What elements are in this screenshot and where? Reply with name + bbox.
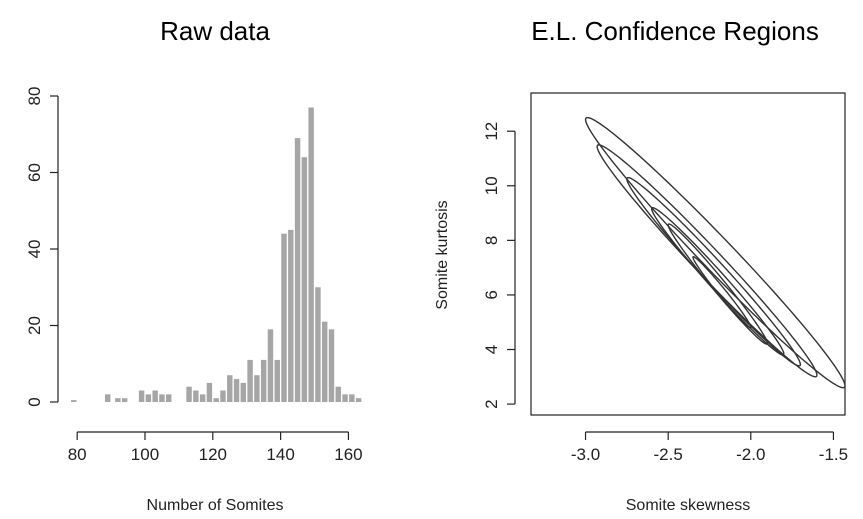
tick-label: 2 [482,399,501,408]
contour-group [584,116,846,389]
tick-label: 4 [482,345,501,354]
bar [193,390,199,402]
bar [115,398,121,402]
bar [342,394,348,402]
bar [186,386,192,402]
tick-label: 100 [131,445,159,464]
bar [240,382,247,402]
bar [315,287,321,402]
confidence-region [596,144,818,378]
bar [247,359,253,402]
confidence-region [650,206,785,356]
x-axis: 80 100 120 140 160 [68,431,363,464]
bar [199,394,206,402]
plot-frame [530,92,846,416]
bar [308,107,314,402]
bar-group [71,107,362,402]
confidence-region [692,256,752,329]
bar [328,329,335,402]
tick-label: 60 [25,163,44,182]
bar [321,321,328,402]
bar [274,359,280,402]
bar [104,394,111,402]
y-axis-label: Somite kurtosis [434,200,451,309]
bar [260,359,267,402]
bar [301,157,308,402]
tick-label: 0 [25,397,44,406]
bar [281,233,287,402]
bar [166,394,172,402]
tick-label: -1.5 [819,445,848,464]
tick-label: -3.0 [571,445,600,464]
bar [220,390,226,402]
confidence-region [626,176,802,367]
tick-label: -2.0 [736,445,765,464]
x-axis-label: Number of Somites [147,497,284,514]
histogram-panel: Raw data 80 100 120 140 160 0 20 40 60 80 Number… [25,16,363,514]
tick-label: 10 [482,176,501,195]
bar [267,329,274,402]
bar [349,394,355,402]
confidence-panel: E.L. Confidence Regions -3.0 -2.5 -2.0 -1.5… [434,16,848,514]
tick-label: 140 [266,445,294,464]
bar [138,390,145,402]
y-axis: 2 4 6 8 10 12 [482,122,516,409]
bar [71,400,77,402]
tick-label: 80 [25,87,44,106]
y-axis: 0 20 40 60 80 [25,87,59,407]
bar [152,390,158,402]
confidence-region [667,223,769,345]
tick-label: 20 [25,316,44,335]
tick-label: 80 [68,445,87,464]
tick-label: 160 [334,445,362,464]
tick-label: 40 [25,240,44,259]
tick-label: 6 [482,290,501,299]
tick-label: 8 [482,236,501,245]
x-axis: -3.0 -2.5 -2.0 -1.5 [571,431,848,464]
tick-label: 12 [482,122,501,141]
bar [335,386,341,402]
confidence-region [584,116,846,389]
chart-title: Raw data [160,16,270,46]
chart-title: E.L. Confidence Regions [531,16,819,46]
bar [254,375,260,402]
bar [233,379,240,402]
bar [288,229,294,402]
tick-label: -2.5 [654,445,683,464]
bar [294,138,301,402]
bar [227,375,233,402]
x-axis-label: Somite skewness [626,497,751,514]
bar [121,398,128,402]
tick-label: 120 [199,445,227,464]
bar [213,398,219,402]
bar [159,394,165,402]
bar [145,394,152,402]
bar [355,398,362,402]
bar [206,382,213,402]
